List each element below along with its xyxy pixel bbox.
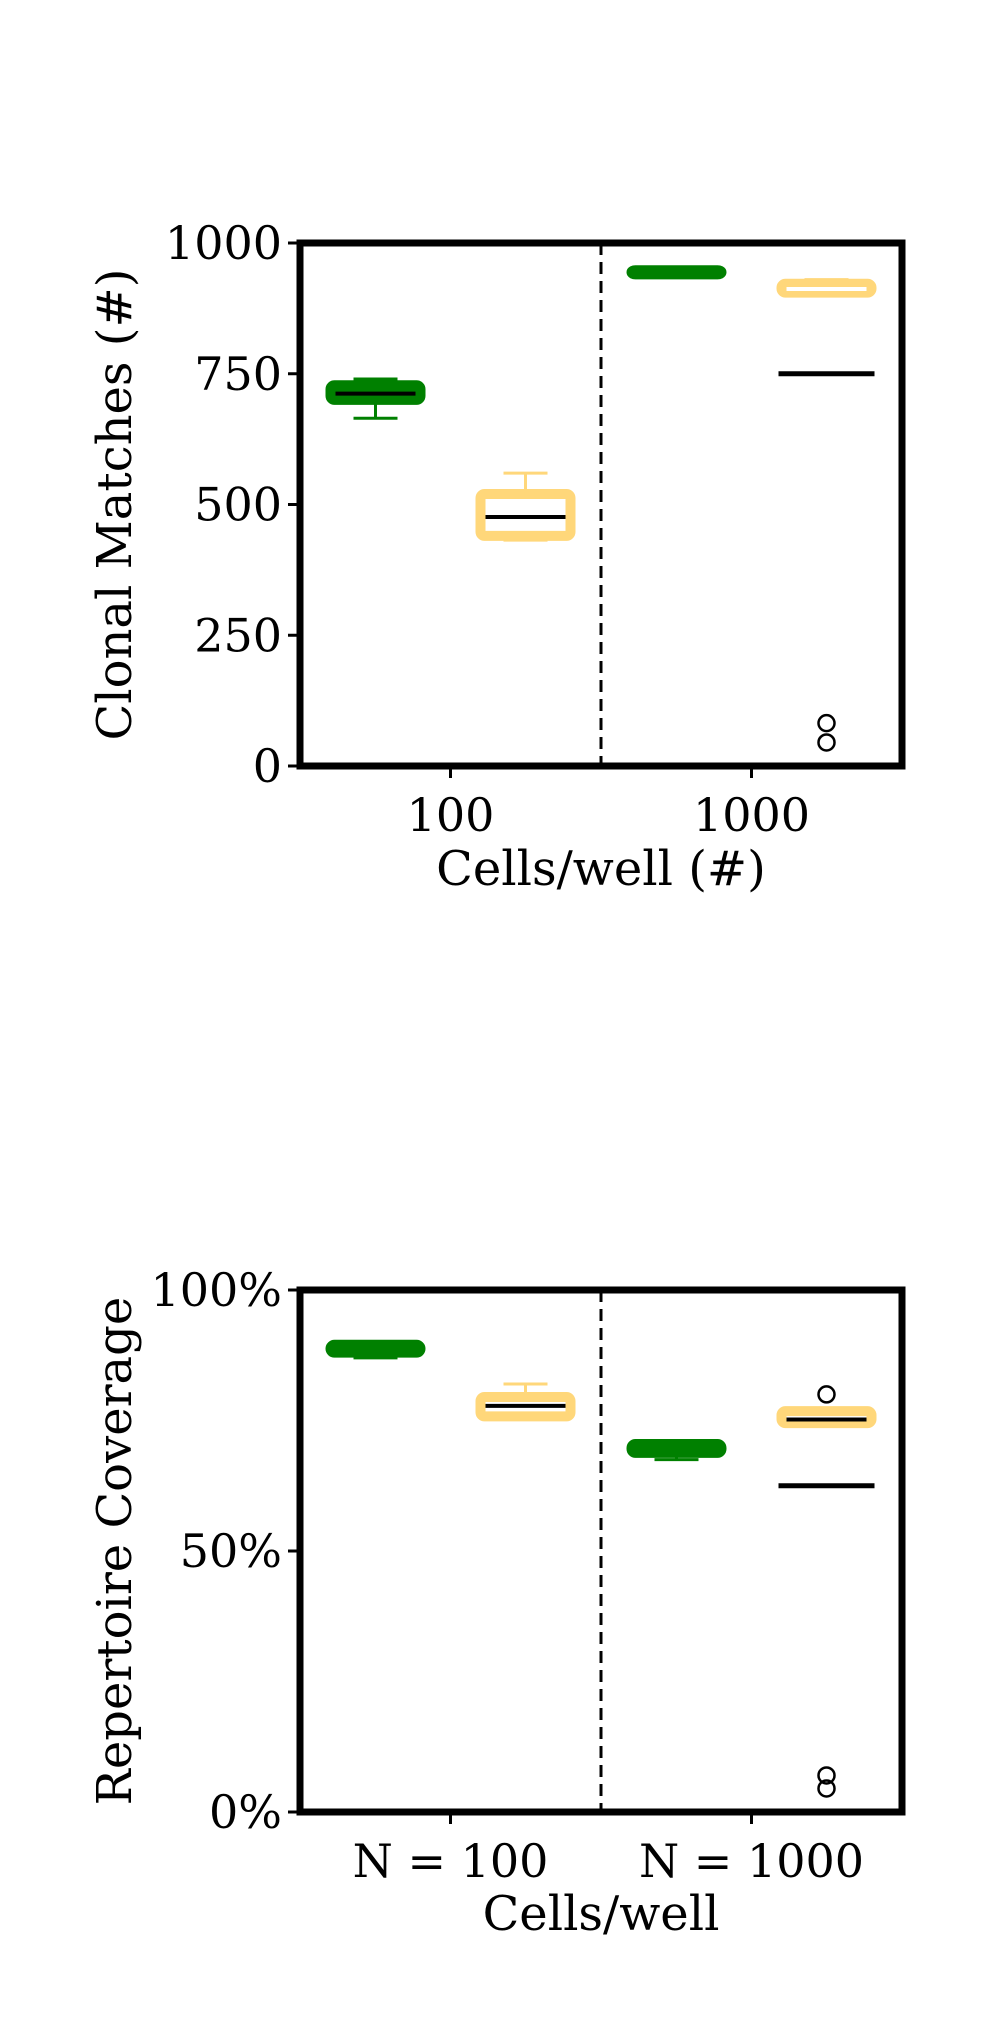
x-tick-label: 1000 [693,788,810,842]
y-axis-title: Repertoire Coverage [87,1297,143,1806]
y-tick-label: 500 [194,478,282,532]
y-axis-title: Clonal Matches (#) [87,269,143,741]
y-tick-label: 250 [194,608,282,662]
y-tick-label: 0 [253,739,282,793]
x-tick-label: 100 [407,788,495,842]
x-tick-label: N = 100 [353,1834,549,1888]
outlier-point [817,1766,836,1785]
outlier-point [817,733,836,752]
x-tick-label: N = 1000 [639,1834,864,1888]
outlier-point [817,1779,836,1798]
x-axis-title: Cells/well (#) [436,841,766,897]
box [475,489,576,541]
y-tick-label: 50% [180,1524,282,1578]
y-tick-label: 100% [150,1263,282,1317]
outlier-point [817,1385,836,1404]
x-axis-title: Cells/well [483,1886,720,1942]
y-tick-label: 1000 [165,216,282,270]
outlier-point [817,713,836,733]
y-tick-label: 750 [194,347,282,401]
y-tick-label: 0% [209,1785,282,1839]
